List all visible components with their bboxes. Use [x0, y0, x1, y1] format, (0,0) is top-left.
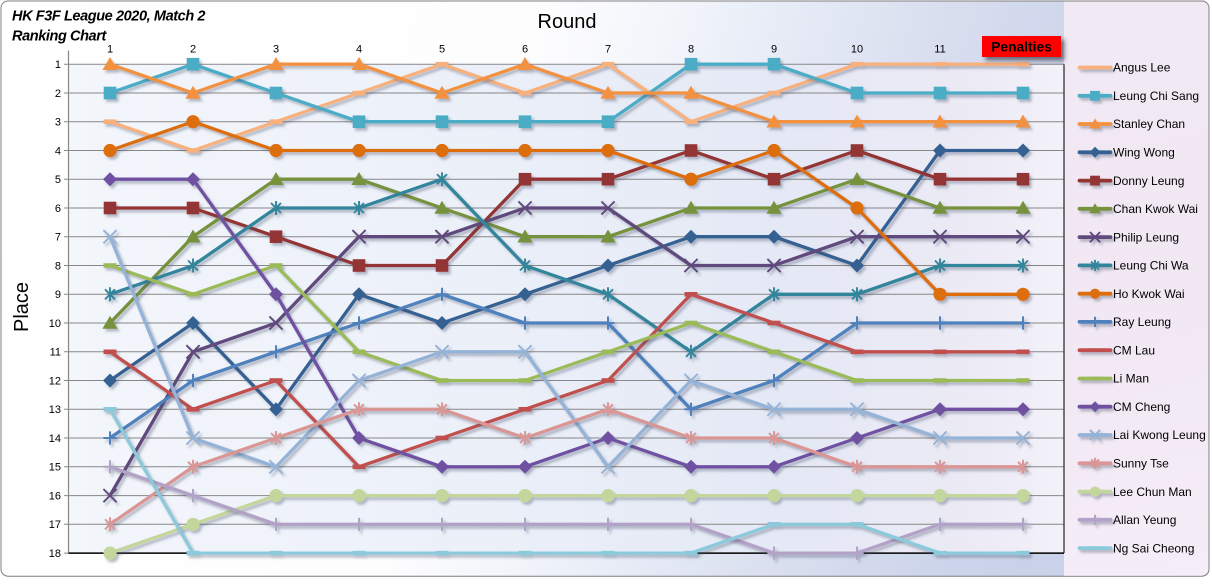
svg-text:Ray Leung: Ray Leung: [1113, 315, 1171, 329]
svg-text:12: 12: [49, 375, 61, 387]
svg-text:Ng Sai Cheong: Ng Sai Cheong: [1113, 541, 1194, 555]
svg-text:7: 7: [605, 44, 611, 56]
svg-text:11: 11: [934, 44, 945, 56]
svg-text:Lai Kwong Leung: Lai Kwong Leung: [1113, 428, 1206, 442]
svg-text:7: 7: [55, 232, 61, 244]
svg-text:17: 17: [49, 519, 61, 531]
svg-text:Wing Wong: Wing Wong: [1113, 146, 1175, 160]
svg-text:6: 6: [55, 203, 61, 215]
svg-text:Angus Lee: Angus Lee: [1113, 61, 1171, 75]
svg-text:4: 4: [356, 44, 362, 56]
svg-text:Round: Round: [538, 11, 597, 33]
svg-text:Penalties: Penalties: [991, 40, 1052, 55]
svg-text:5: 5: [439, 44, 445, 56]
svg-text:1: 1: [55, 59, 61, 71]
svg-text:HK F3F League 2020, Match 2: HK F3F League 2020, Match 2: [12, 8, 205, 24]
svg-text:Ranking Chart: Ranking Chart: [12, 28, 107, 44]
svg-text:16: 16: [49, 491, 61, 503]
svg-text:CM Lau: CM Lau: [1113, 343, 1155, 357]
svg-text:6: 6: [522, 44, 528, 56]
svg-text:Leung Chi Wa: Leung Chi Wa: [1113, 259, 1189, 273]
svg-text:Li Man: Li Man: [1113, 372, 1149, 386]
svg-text:Donny Leung: Donny Leung: [1113, 174, 1184, 188]
svg-text:Philip Leung: Philip Leung: [1113, 230, 1179, 244]
svg-text:3: 3: [55, 117, 61, 129]
svg-text:8: 8: [55, 260, 61, 272]
svg-text:Place: Place: [11, 282, 33, 332]
svg-text:10: 10: [49, 318, 61, 330]
svg-text:Stanley Chan: Stanley Chan: [1113, 117, 1185, 131]
svg-text:Allan Yeung: Allan Yeung: [1113, 513, 1176, 527]
svg-text:Leung Chi Sang: Leung Chi Sang: [1113, 89, 1199, 103]
svg-text:9: 9: [55, 289, 61, 301]
svg-text:15: 15: [49, 462, 61, 474]
svg-text:13: 13: [49, 404, 61, 416]
svg-text:Lee Chun Man: Lee Chun Man: [1113, 485, 1192, 499]
svg-text:Ho Kwok Wai: Ho Kwok Wai: [1113, 287, 1185, 301]
svg-text:Chan Kwok Wai: Chan Kwok Wai: [1113, 202, 1198, 216]
svg-text:9: 9: [771, 44, 777, 56]
svg-text:10: 10: [851, 44, 863, 56]
svg-text:5: 5: [55, 174, 61, 186]
svg-text:2: 2: [190, 44, 196, 56]
svg-text:4: 4: [55, 145, 61, 157]
svg-text:1: 1: [107, 44, 113, 56]
svg-text:2: 2: [55, 88, 61, 100]
svg-text:CM Cheng: CM Cheng: [1113, 400, 1170, 414]
svg-text:11: 11: [50, 347, 61, 359]
svg-text:Sunny Tse: Sunny Tse: [1113, 457, 1169, 471]
svg-text:18: 18: [49, 548, 61, 560]
svg-text:8: 8: [688, 44, 694, 56]
svg-text:14: 14: [49, 433, 61, 445]
svg-text:3: 3: [273, 44, 279, 56]
